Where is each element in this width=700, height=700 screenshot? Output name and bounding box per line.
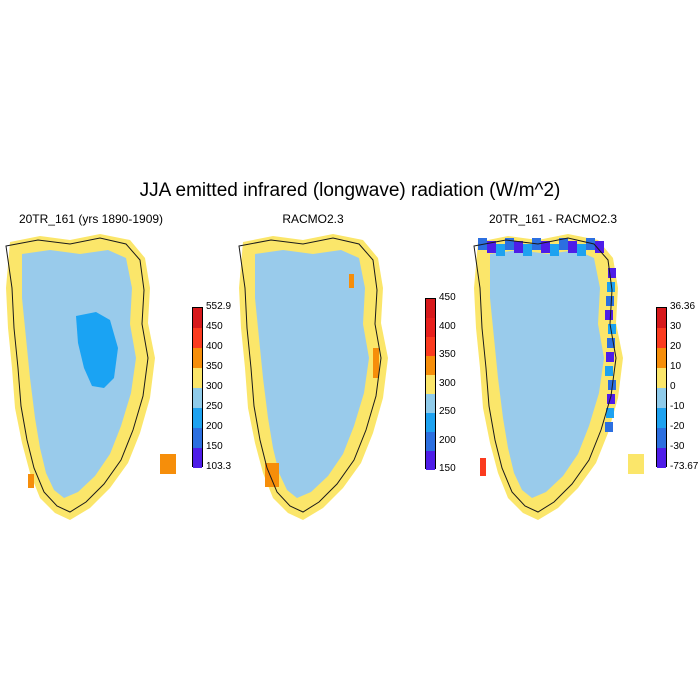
difference-cell — [607, 338, 615, 348]
colorbar-tick-label: 10 — [670, 361, 682, 372]
greenland-map-racmo — [238, 234, 388, 520]
colorbar-tick-label: 400 — [439, 320, 456, 332]
difference-cell — [488, 368, 494, 380]
difference-cell — [608, 324, 616, 334]
colorbar-swatch — [193, 448, 202, 468]
ice-sheet-field — [490, 250, 604, 498]
colorbar-tick-label: 36.36 — [670, 301, 696, 312]
panel-racmo-title: RACMO2.3 — [282, 212, 344, 226]
colorbar-swatch — [426, 375, 435, 394]
difference-cell — [496, 244, 505, 256]
difference-cell — [480, 458, 486, 476]
colorbar-swatch — [657, 428, 666, 448]
colorbar-tick-label: 150 — [206, 441, 223, 452]
difference-cell — [541, 241, 550, 253]
difference-cell — [577, 244, 586, 256]
colorbar-swatch — [426, 413, 435, 432]
colorbar-tick-label: -20 — [670, 421, 685, 432]
difference-cell — [568, 241, 577, 253]
colorbar-tick-label: 300 — [439, 377, 456, 389]
colorbar-tick-label: 350 — [206, 361, 223, 372]
colorbar-tick-label: 250 — [439, 406, 456, 417]
colorbar-swatch — [426, 394, 435, 413]
colorbar-swatch — [657, 308, 666, 328]
island-patch — [160, 454, 176, 474]
difference-cell — [608, 268, 616, 278]
ice-sheet-field — [22, 250, 136, 498]
warm-cell — [28, 474, 34, 488]
colorbar-tick-label: 150 — [439, 463, 456, 474]
colorbar-swatch — [657, 348, 666, 368]
colorbar-swatch — [426, 432, 435, 451]
colorbar-swatch — [426, 299, 435, 318]
panel-model-title: 20TR_161 (yrs 1890-1909) — [18, 212, 164, 226]
coastline — [238, 237, 382, 513]
difference-cell — [559, 238, 568, 250]
island-patch — [628, 454, 644, 474]
colorbar-swatch — [657, 408, 666, 428]
colorbar-tick-label: 450 — [439, 292, 456, 303]
difference-cell — [586, 238, 595, 250]
colorbar-tick-label: 400 — [206, 341, 223, 352]
colorbar-swatch — [193, 428, 202, 448]
difference-cell — [514, 241, 523, 253]
greenland-map-model — [5, 234, 176, 520]
colorbar-tick-label: 200 — [206, 421, 223, 432]
colorbar-tick-label: 30 — [670, 321, 682, 332]
colorbar-swatch — [193, 368, 202, 388]
colorbar-tick-label: 350 — [439, 349, 456, 360]
difference-cell — [606, 296, 614, 306]
colorbar-swatch — [657, 448, 666, 468]
colorbar-tick-label: 552.9 — [206, 301, 232, 312]
colorbar-swatch — [657, 388, 666, 408]
figure-title: JJA emitted infrared (longwave) radiatio… — [139, 180, 561, 201]
difference-cell — [606, 408, 614, 418]
greenland-map-difference — [473, 234, 644, 520]
colorbar-swatch — [193, 308, 202, 328]
difference-cell — [550, 244, 559, 256]
colorbar-swatch — [193, 328, 202, 348]
ice-sheet-field — [255, 250, 369, 498]
colorbar-tick-label: 0 — [670, 381, 676, 392]
difference-cell — [505, 238, 514, 250]
difference-cell — [487, 241, 496, 253]
warm-cell — [349, 274, 354, 288]
difference-cell — [605, 310, 613, 320]
warm-cell — [265, 463, 279, 487]
panel-difference-title: 20TR_161 - RACMO2.3 — [488, 212, 618, 226]
coastline — [473, 237, 617, 513]
colorbar-swatch — [193, 348, 202, 368]
difference-cell — [605, 366, 613, 376]
difference-cell — [523, 244, 532, 256]
warm-cell — [373, 348, 379, 378]
difference-cell — [606, 352, 614, 362]
colorbar-swatches — [192, 307, 203, 468]
colorbar-swatch — [426, 356, 435, 375]
difference-cell — [607, 282, 615, 292]
interior-cold-region — [76, 312, 118, 388]
colorbar-tick-label: 103.3 — [206, 461, 232, 472]
colorbar-swatch — [193, 388, 202, 408]
colorbar-tick-label: 20 — [670, 341, 682, 352]
colorbar-tick-label: 250 — [206, 401, 223, 412]
colorbar-swatch — [426, 337, 435, 356]
coastline — [5, 237, 149, 513]
difference-cell — [595, 241, 604, 253]
colorbar-tick-label: -10 — [670, 401, 685, 412]
difference-cell — [605, 422, 613, 432]
colorbar-swatch — [426, 318, 435, 337]
colorbar-swatches — [656, 307, 667, 468]
colorbar-tick-label: -30 — [670, 441, 685, 452]
colorbar-swatch — [657, 328, 666, 348]
colorbar-swatch — [657, 368, 666, 388]
colorbar-swatch — [426, 451, 435, 470]
colorbar-tick-label: -73.67 — [670, 461, 699, 472]
colorbar-swatches — [425, 298, 436, 470]
colorbar-tick-label: 300 — [206, 381, 223, 392]
colorbar-swatch — [193, 408, 202, 428]
difference-cell — [607, 394, 615, 404]
colorbar-tick-label: 450 — [206, 321, 223, 332]
colorbar-tick-label: 200 — [439, 434, 456, 446]
